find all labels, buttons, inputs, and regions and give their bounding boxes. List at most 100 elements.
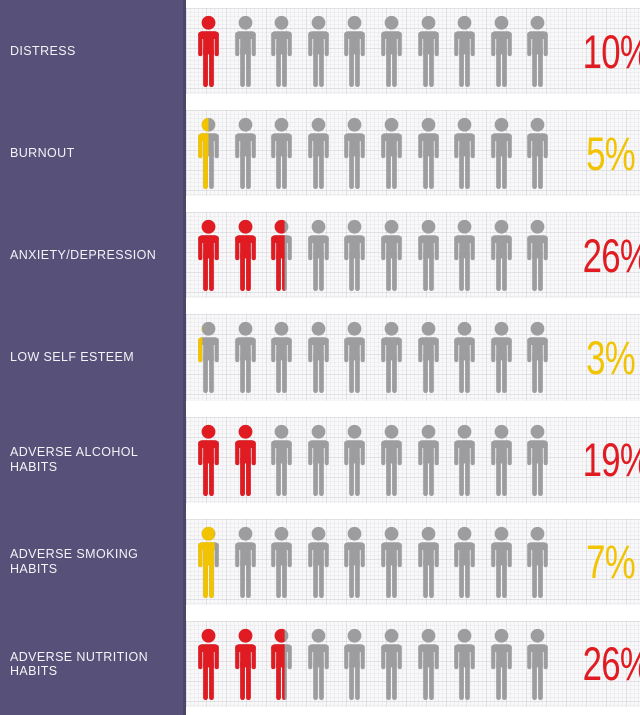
- icon-band: 3%: [186, 314, 640, 401]
- person-icon: [271, 424, 292, 496]
- icon-band: 7%: [186, 518, 640, 605]
- person-icon: [344, 15, 366, 88]
- category-label-cell: ADVERSE ALCOHOL HABITS: [0, 409, 186, 511]
- person-icon: [527, 628, 549, 700]
- person-icon: [234, 220, 256, 292]
- chart-row: BURNOUT 5%: [0, 102, 640, 204]
- person-icon: [490, 628, 512, 700]
- icon-band: 10%: [186, 8, 640, 95]
- person-icon: [454, 322, 475, 394]
- person-icon: [234, 322, 256, 394]
- person-icon: [307, 526, 329, 598]
- person-icon: [198, 628, 219, 700]
- chart-row: ADVERSE ALCOHOL HABITS 19%: [0, 409, 640, 511]
- chart-row: LOW SELF ESTEEM 3%: [0, 306, 640, 408]
- person-icon: [234, 15, 256, 88]
- person-icon: [381, 628, 402, 700]
- category-label-cell: ANXIETY/DEPRESSION: [0, 204, 186, 306]
- person-icon: [271, 526, 292, 598]
- value-label-cell: 26%: [559, 640, 640, 687]
- value-label-cell: 26%: [559, 232, 640, 279]
- person-icon: [381, 424, 402, 496]
- value-label: 3%: [586, 330, 636, 384]
- person-icon: [344, 118, 366, 190]
- value-label-cell: 19%: [559, 436, 640, 483]
- person-icon: [381, 118, 402, 190]
- person-icon: [307, 220, 329, 292]
- person-icon: [454, 118, 475, 190]
- person-icon: [454, 220, 475, 292]
- person-icon: [198, 526, 219, 598]
- person-icon: [490, 526, 512, 598]
- person-icon: [381, 15, 402, 88]
- person-icon: [271, 220, 292, 292]
- value-label-cell: 5%: [559, 130, 640, 177]
- person-icon: [198, 15, 219, 88]
- person-icon: [417, 424, 439, 496]
- value-label-cell: 3%: [559, 334, 640, 381]
- person-icon: [234, 628, 256, 700]
- person-icon: [417, 322, 439, 394]
- value-label: 26%: [582, 637, 640, 691]
- person-icon: [198, 424, 219, 496]
- person-icon: [198, 220, 219, 292]
- person-icon: [490, 322, 512, 394]
- chart-row: ANXIETY/DEPRESSION 26%: [0, 204, 640, 306]
- person-icon: [417, 220, 439, 292]
- icon-band: 5%: [186, 110, 640, 197]
- icon-band: 19%: [186, 416, 640, 503]
- person-icon: [234, 424, 256, 496]
- category-label-cell: ADVERSE NUTRITION HABITS: [0, 613, 186, 715]
- person-icon: [344, 526, 366, 598]
- person-icon: [271, 15, 292, 88]
- person-icon: [381, 220, 402, 292]
- category-label-cell: ADVERSE SMOKING HABITS: [0, 511, 186, 613]
- person-icon: [271, 322, 292, 394]
- person-icon: [381, 526, 402, 598]
- person-icon: [381, 322, 402, 394]
- person-icon: [271, 628, 292, 700]
- category-label-cell: BURNOUT: [0, 102, 186, 204]
- person-icon: [417, 628, 439, 700]
- person-icon: [454, 15, 475, 88]
- person-icon: [527, 322, 549, 394]
- category-label: BURNOUT: [10, 146, 75, 161]
- person-icon: [527, 526, 549, 598]
- person-icon: [490, 220, 512, 292]
- person-icon: [307, 118, 329, 190]
- person-icon: [307, 322, 329, 394]
- value-label-cell: 7%: [559, 538, 640, 585]
- person-icon: [307, 424, 329, 496]
- person-icon: [344, 220, 366, 292]
- person-icon: [490, 15, 512, 88]
- chart-row: DISTRESS 10%: [0, 0, 640, 102]
- person-icon: [417, 15, 439, 88]
- person-icon: [307, 15, 329, 88]
- person-icon: [527, 220, 549, 292]
- chart-row: ADVERSE NUTRITION HABITS 26%: [0, 613, 640, 715]
- category-label: DISTRESS: [10, 43, 76, 58]
- person-icon: [344, 424, 366, 496]
- person-icon: [344, 628, 366, 700]
- person-icon: [527, 118, 549, 190]
- person-icon: [198, 322, 219, 394]
- person-icon: [234, 118, 256, 190]
- value-label: 10%: [582, 24, 640, 78]
- person-icon: [417, 526, 439, 598]
- category-label: ADVERSE NUTRITION HABITS: [10, 649, 149, 678]
- person-icon: [454, 424, 475, 496]
- person-icon: [490, 424, 512, 496]
- value-label-cell: 10%: [559, 28, 640, 75]
- category-label: LOW SELF ESTEEM: [10, 350, 135, 365]
- person-icon: [527, 15, 549, 88]
- value-label: 26%: [582, 228, 640, 282]
- sidebar: [0, 0, 186, 715]
- person-icon: [490, 118, 512, 190]
- category-label-cell: LOW SELF ESTEEM: [0, 306, 186, 408]
- value-label: 7%: [586, 535, 636, 589]
- icon-band: 26%: [186, 620, 640, 707]
- person-icon: [527, 424, 549, 496]
- person-icon: [454, 628, 475, 700]
